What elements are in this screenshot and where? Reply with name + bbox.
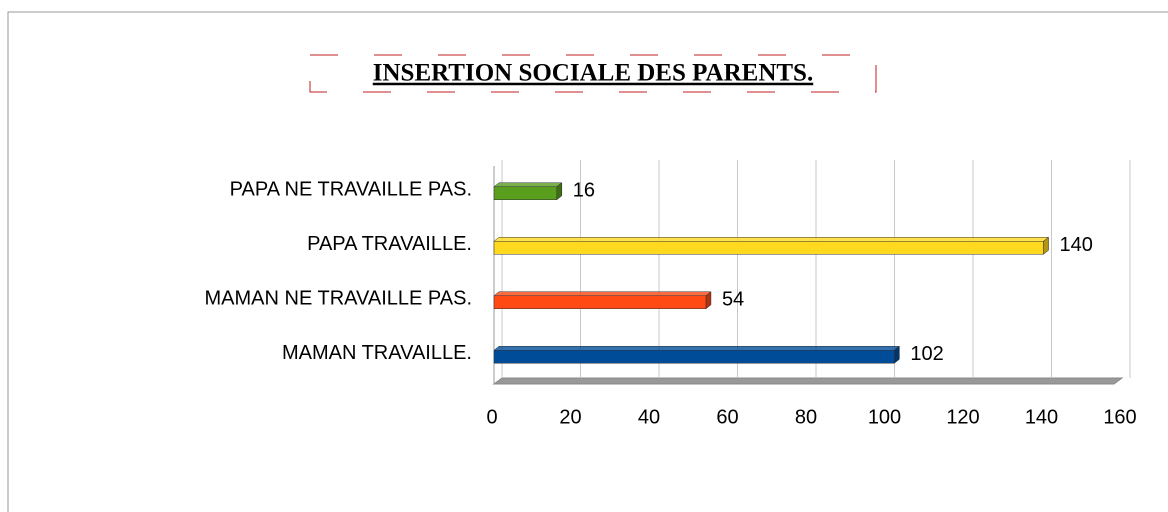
data-label: 102 — [910, 343, 943, 365]
x-tick-label: 40 — [638, 406, 660, 428]
chart-border — [7, 11, 1168, 512]
x-tick-label: 80 — [795, 406, 817, 428]
title-box — [309, 54, 877, 93]
x-tick-label: 160 — [1103, 406, 1136, 428]
data-label: 54 — [722, 289, 744, 311]
chart-title: INSERTION SOCIALE DES PARENTS. — [373, 60, 813, 87]
y-tick-label: MAMAN TRAVAILLE. — [282, 342, 472, 364]
x-tick-label: 120 — [946, 406, 979, 428]
bar-top — [493, 291, 712, 296]
floor — [492, 377, 1124, 385]
x-tick-label: 60 — [716, 406, 738, 428]
x-tick-label: 100 — [868, 406, 901, 428]
bar-top — [493, 237, 1050, 242]
y-tick-label: PAPA TRAVAILLE. — [307, 233, 472, 255]
bar — [493, 186, 558, 200]
data-label: 16 — [573, 180, 595, 202]
bar-top — [493, 182, 563, 187]
bar — [493, 241, 1044, 255]
y-tick-label: PAPA NE TRAVAILLE PAS. — [230, 179, 472, 201]
data-label: 140 — [1060, 234, 1093, 256]
x-tick-label: 0 — [486, 406, 497, 428]
bar-top — [493, 346, 901, 351]
x-tick-label: 140 — [1025, 406, 1058, 428]
bar — [493, 350, 895, 364]
x-tick-label: 20 — [559, 406, 581, 428]
bar — [493, 295, 707, 309]
y-tick-label: MAMAN NE TRAVAILLE PAS. — [205, 288, 472, 310]
